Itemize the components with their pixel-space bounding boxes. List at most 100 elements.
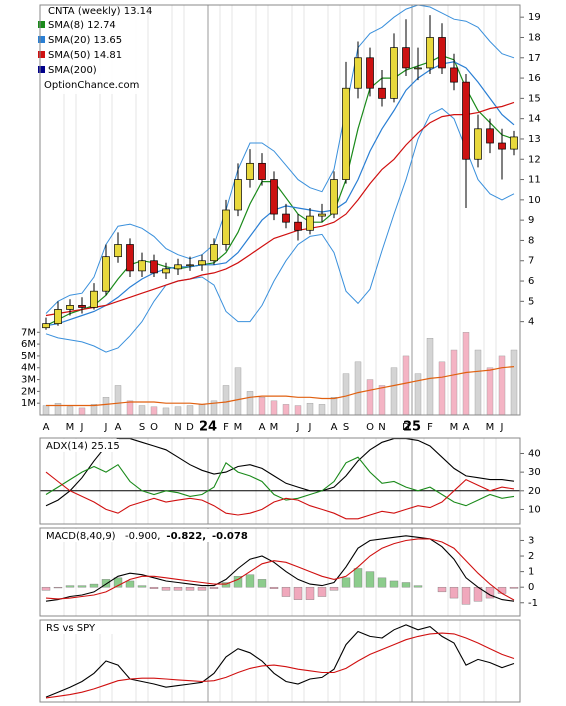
y-tick-label: 20 bbox=[528, 486, 541, 497]
volume-bar bbox=[354, 361, 362, 416]
y-tick-label: 13 bbox=[528, 134, 541, 145]
histogram-bar bbox=[65, 585, 75, 588]
candle-body bbox=[426, 37, 434, 69]
title-box bbox=[41, 621, 119, 634]
candle-body bbox=[246, 162, 254, 180]
histogram-bar bbox=[233, 576, 243, 588]
panel-frame bbox=[39, 4, 521, 416]
legend-label: SMA(50) 14.81 bbox=[48, 50, 122, 61]
readout: -0.822, bbox=[166, 531, 206, 542]
x-tick-label: A bbox=[43, 422, 50, 433]
volume-bar bbox=[402, 355, 410, 416]
volume-bar bbox=[378, 385, 386, 416]
volume-bar bbox=[78, 407, 86, 416]
title-box bbox=[41, 439, 119, 452]
histogram-bar bbox=[365, 571, 375, 588]
candle-body bbox=[306, 215, 314, 231]
histogram-bar bbox=[305, 586, 315, 600]
x-tick-label: S bbox=[343, 422, 349, 433]
x-tick-label: M bbox=[234, 422, 243, 433]
y-tick-label: 3M bbox=[21, 375, 36, 386]
x-tick-label: D bbox=[402, 422, 410, 433]
candle-body bbox=[210, 244, 218, 262]
volume-bar bbox=[66, 406, 74, 416]
panel-frame bbox=[39, 437, 521, 525]
histogram-bar bbox=[221, 582, 231, 588]
y-tick-label: 19 bbox=[528, 12, 541, 23]
volume-bar bbox=[42, 405, 50, 416]
sma-line bbox=[45, 55, 515, 327]
indicator-line bbox=[45, 624, 515, 698]
candle-body bbox=[78, 305, 86, 308]
volume-bar bbox=[486, 367, 494, 416]
candle-body bbox=[258, 162, 266, 180]
x-tick-label: M bbox=[450, 422, 459, 433]
y-tick-label: 1M bbox=[21, 398, 36, 409]
candle-body bbox=[126, 244, 134, 272]
legend-label: SMA(200) bbox=[48, 65, 97, 76]
lower-band bbox=[45, 107, 515, 353]
y-tick-label: 17 bbox=[528, 53, 541, 64]
histogram-bar bbox=[77, 585, 87, 588]
macd-line bbox=[45, 538, 515, 601]
readout: -0.078 bbox=[212, 531, 248, 542]
candle-body bbox=[234, 179, 242, 211]
y-tick-label: 6 bbox=[528, 276, 534, 287]
volume-bar bbox=[174, 406, 182, 416]
x-tick-label: F bbox=[427, 422, 433, 433]
volume-bar bbox=[162, 407, 170, 416]
volume-bar bbox=[126, 400, 134, 416]
histogram-bar bbox=[257, 579, 267, 588]
volume-bar bbox=[198, 404, 206, 416]
histogram-bar bbox=[209, 586, 219, 589]
candle-body bbox=[186, 264, 194, 267]
histogram-bar bbox=[389, 580, 399, 588]
candle-body bbox=[486, 128, 494, 144]
x-tick-label: A bbox=[259, 422, 266, 433]
x-tick-label: A bbox=[115, 422, 122, 433]
y-tick-label: 14 bbox=[528, 114, 541, 125]
histogram-bar bbox=[401, 582, 411, 588]
candle-body bbox=[462, 81, 470, 160]
sma-line bbox=[45, 101, 515, 317]
volume-bar bbox=[342, 373, 350, 416]
y-tick-label: 10 bbox=[528, 195, 541, 206]
y-tick-label: 30 bbox=[528, 467, 541, 478]
candle-body bbox=[402, 47, 410, 69]
candle-body bbox=[114, 244, 122, 258]
indicator-line bbox=[45, 438, 515, 507]
y-tick-label: 0 bbox=[528, 582, 534, 593]
x-tick-label: J bbox=[500, 422, 504, 433]
x-tick-label: F bbox=[223, 422, 229, 433]
candle-body bbox=[474, 128, 482, 160]
x-tick-label: M bbox=[66, 422, 75, 433]
histogram-bar bbox=[461, 586, 471, 605]
volume-bar bbox=[366, 379, 374, 416]
x-tick-label: J bbox=[308, 422, 312, 433]
histogram-bar bbox=[269, 586, 279, 589]
candle-body bbox=[150, 260, 158, 274]
candle-body bbox=[318, 213, 326, 217]
histogram-bar bbox=[149, 586, 159, 589]
panel-frame bbox=[39, 619, 521, 703]
x-tick-label: S bbox=[139, 422, 145, 433]
indicator-line bbox=[45, 456, 515, 507]
candle-body bbox=[174, 264, 182, 270]
y-tick-label: 16 bbox=[528, 73, 541, 84]
y-tick-label: 5 bbox=[528, 296, 534, 307]
legend-swatch bbox=[38, 51, 45, 58]
y-tick-label: 1 bbox=[528, 567, 534, 578]
histogram-bar bbox=[125, 580, 135, 588]
candle-body bbox=[330, 179, 338, 215]
x-tick-label: O bbox=[366, 422, 374, 433]
candle-body bbox=[414, 67, 422, 70]
histogram-bar bbox=[353, 568, 363, 588]
y-tick-label: 4 bbox=[528, 317, 534, 328]
candle-body bbox=[42, 323, 50, 329]
indicator-line bbox=[45, 632, 515, 699]
x-tick-label: 24 bbox=[199, 420, 217, 435]
y-tick-label: 11 bbox=[528, 175, 541, 186]
chart-layer: A M J J A S O N D 24 F M A M J J A S O N D25 F M A M J45678910111… bbox=[21, 4, 541, 703]
y-tick-label: 5M bbox=[21, 351, 36, 362]
volume-bar bbox=[138, 405, 146, 416]
